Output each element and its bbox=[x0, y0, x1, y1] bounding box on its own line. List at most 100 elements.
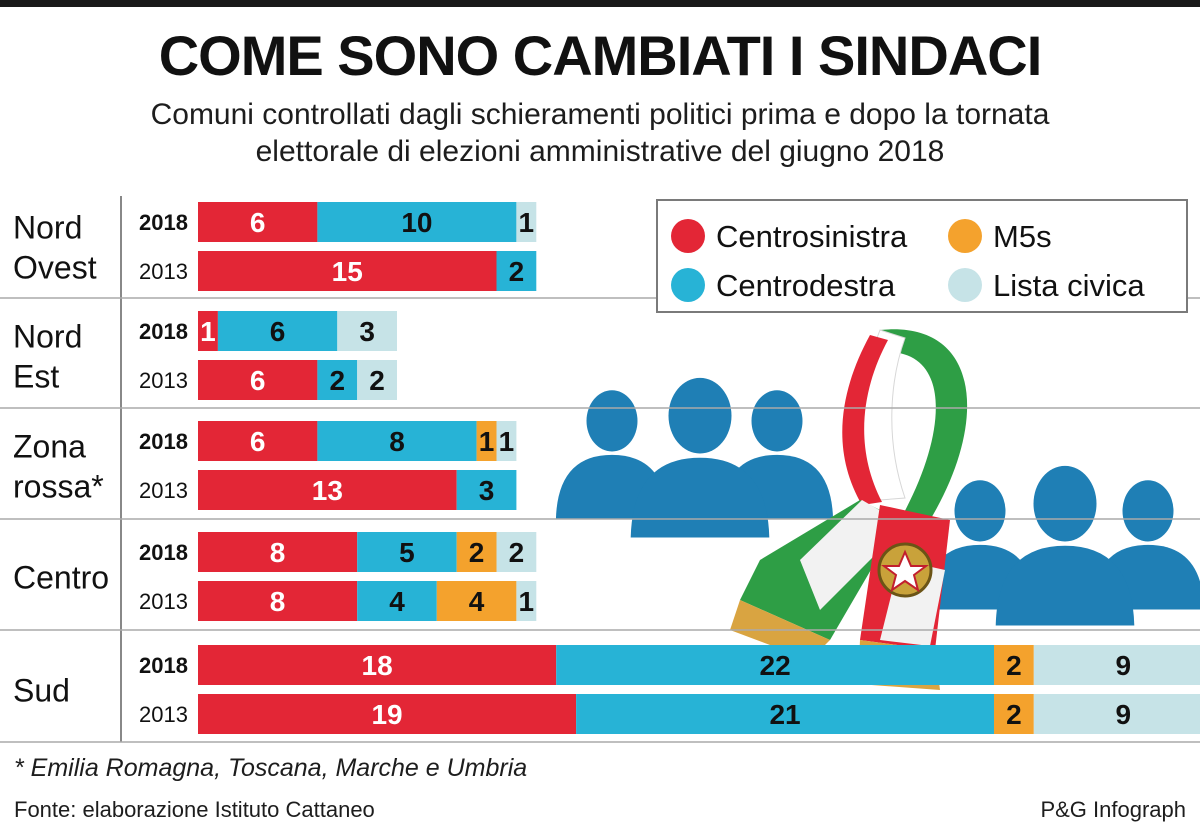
bar-value-label: 1 bbox=[519, 586, 535, 617]
bar-value-label: 8 bbox=[270, 586, 286, 617]
chart-bars: Nord Ovest 2018 6 10 1 2013 15 2 Nord Est 2018 1 6 3 20… bbox=[13, 202, 1200, 734]
person-icon bbox=[630, 377, 770, 538]
bar-segment-centrosinistra bbox=[198, 421, 318, 461]
bar-segment-centrosinistra bbox=[198, 532, 358, 572]
bar-segment-centrosinistra bbox=[198, 360, 318, 400]
bar-row: 2018 6 10 1 bbox=[139, 202, 537, 242]
page-title: COME SONO CAMBIATI I SINDACI bbox=[158, 24, 1043, 87]
bar-value-label: 10 bbox=[401, 207, 432, 238]
bar-value-label: 2 bbox=[1006, 699, 1022, 730]
legend-item: Centrodestra bbox=[671, 268, 896, 303]
bar-value-label: 2 bbox=[330, 365, 346, 396]
year-label: 2013 bbox=[139, 368, 188, 393]
bar-segment-m5s bbox=[994, 645, 1034, 685]
bar-row: 2013 8 4 4 1 bbox=[139, 581, 537, 621]
bar-value-label: 8 bbox=[389, 426, 405, 457]
bar-segment-centrosinistra bbox=[198, 694, 577, 734]
bar-segment-centrodestra bbox=[576, 694, 994, 734]
bar-segment-m5s bbox=[436, 581, 517, 621]
bar-value-label: 2 bbox=[369, 365, 385, 396]
bar-segment-lista-civica bbox=[1033, 645, 1200, 685]
bar-value-label: 6 bbox=[250, 426, 266, 457]
bar-segment-centrodestra bbox=[496, 251, 537, 291]
bar-value-label: 6 bbox=[270, 316, 286, 347]
bar-row: 2018 18 22 2 9 bbox=[139, 645, 1200, 685]
region-label: Sud bbox=[13, 673, 70, 709]
bar-segment-centrosinistra bbox=[198, 251, 497, 291]
year-label: 2018 bbox=[139, 540, 188, 565]
bar-value-label: 18 bbox=[362, 650, 393, 681]
legend-label: Centrodestra bbox=[716, 268, 896, 303]
year-label: 2018 bbox=[139, 653, 188, 678]
bar-segment-centrodestra bbox=[357, 581, 437, 621]
subtitle-line: Comuni controllati dagli schieramenti po… bbox=[150, 98, 1050, 131]
footnote: * Emilia Romagna, Toscana, Marche e Umbr… bbox=[14, 754, 528, 782]
bar-value-label: 1 bbox=[479, 426, 495, 457]
legend-item: Centrosinistra bbox=[671, 219, 908, 254]
bar-value-label: 19 bbox=[371, 699, 402, 730]
legend-swatch bbox=[671, 268, 705, 302]
region-label: rossa* bbox=[13, 469, 104, 505]
year-label: 2018 bbox=[139, 210, 188, 235]
region-group: Nord Ovest 2018 6 10 1 2013 15 2 bbox=[13, 202, 537, 291]
year-label: 2013 bbox=[139, 259, 188, 284]
bar-value-label: 6 bbox=[250, 207, 266, 238]
legend-label: M5s bbox=[993, 219, 1052, 254]
bar-segment-centrosinistra bbox=[198, 645, 557, 685]
region-group: Zona rossa* 2018 6 8 1 1 2013 13 3 bbox=[13, 421, 517, 510]
bar-segment-lista-civica bbox=[1033, 694, 1200, 734]
person-icon bbox=[995, 465, 1135, 626]
legend-swatch bbox=[671, 219, 705, 253]
bar-segment-centrosinistra bbox=[198, 581, 358, 621]
bar-segment-m5s bbox=[994, 694, 1034, 734]
subtitle-line: elettorale di elezioni amministrative de… bbox=[255, 135, 945, 168]
region-label: Zona bbox=[13, 429, 86, 465]
bar-segment-centrodestra bbox=[317, 421, 477, 461]
bar-row: 2013 15 2 bbox=[139, 251, 537, 291]
bar-segment-centrodestra bbox=[456, 470, 517, 510]
bar-segment-centrodestra bbox=[317, 202, 517, 242]
region-label: Nord bbox=[13, 210, 82, 246]
legend-label: Lista civica bbox=[993, 268, 1145, 303]
top-rule bbox=[0, 0, 1200, 7]
bar-segment-centrodestra bbox=[556, 645, 994, 685]
bar-segment-lista-civica bbox=[357, 360, 397, 400]
bar-row: 2013 19 21 2 9 bbox=[139, 694, 1200, 734]
bar-row: 2018 6 8 1 1 bbox=[139, 421, 517, 461]
bar-value-label: 1 bbox=[499, 426, 515, 457]
bar-value-label: 13 bbox=[312, 475, 343, 506]
bar-segment-m5s bbox=[476, 421, 497, 461]
bar-segment-centrodestra bbox=[317, 360, 358, 400]
source-note: Fonte: elaborazione Istituto Cattaneo bbox=[14, 797, 375, 822]
bar-segment-lista-civica bbox=[496, 532, 537, 572]
region-label: Est bbox=[13, 359, 59, 395]
bar-value-label: 9 bbox=[1116, 699, 1132, 730]
bar-segment-m5s bbox=[456, 532, 497, 572]
bar-value-label: 4 bbox=[469, 586, 485, 617]
year-label: 2018 bbox=[139, 429, 188, 454]
region-label: Nord bbox=[13, 319, 82, 355]
credit-note: P&G Infograph bbox=[1040, 797, 1186, 822]
bar-value-label: 21 bbox=[769, 699, 800, 730]
bar-segment-centrosinistra bbox=[198, 470, 457, 510]
bar-value-label: 1 bbox=[200, 316, 216, 347]
bar-value-label: 3 bbox=[359, 316, 375, 347]
region-label: Ovest bbox=[13, 250, 97, 286]
bar-value-label: 9 bbox=[1116, 650, 1132, 681]
year-label: 2013 bbox=[139, 589, 188, 614]
legend-box bbox=[656, 199, 1188, 313]
bar-value-label: 3 bbox=[479, 475, 495, 506]
region-label: Centro bbox=[13, 560, 109, 596]
bar-segment-lista-civica bbox=[496, 421, 517, 461]
legend-item: M5s bbox=[948, 219, 1052, 254]
bar-segment-centrodestra bbox=[217, 311, 338, 351]
bar-row: 2018 8 5 2 2 bbox=[139, 532, 537, 572]
bar-value-label: 2 bbox=[469, 537, 485, 568]
bar-value-label: 6 bbox=[250, 365, 266, 396]
bar-value-label: 2 bbox=[509, 537, 525, 568]
region-group: Centro 2018 8 5 2 2 2013 8 4 4 1 bbox=[13, 532, 537, 621]
chart-legend: Centrosinistra M5s Centrodestra Lista civic… bbox=[656, 199, 1188, 313]
bar-segment-lista-civica bbox=[516, 202, 537, 242]
